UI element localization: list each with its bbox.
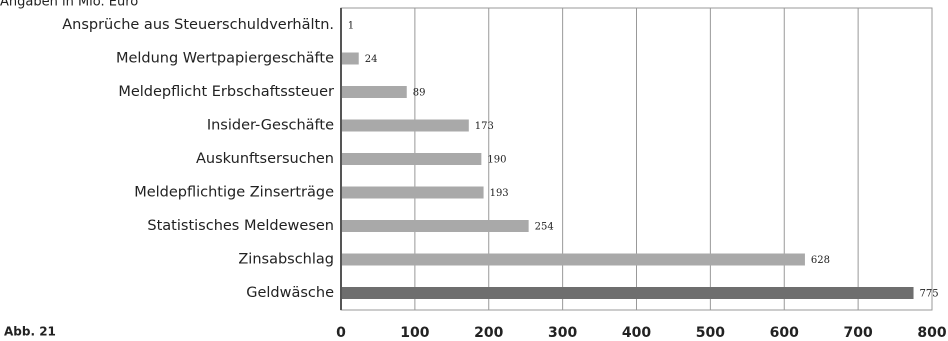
x-tick-label: 800 xyxy=(917,325,946,341)
bar xyxy=(341,86,407,98)
y-tick-label: Ansprüche aus Steuerschuldverhältn. xyxy=(62,17,334,33)
bar xyxy=(341,220,529,232)
subtitle: Angaben in Mio. Euro xyxy=(0,0,138,10)
bar xyxy=(341,253,805,266)
x-tick-label: 100 xyxy=(400,325,429,341)
value-label: 190 xyxy=(487,155,506,166)
value-label: 193 xyxy=(490,188,509,199)
value-label: 89 xyxy=(413,88,426,99)
annotation: Abb. 21 xyxy=(4,325,56,339)
x-tick-label: 0 xyxy=(336,325,346,341)
y-tick-label: Zinsabschlag xyxy=(238,252,334,268)
x-tick-label: 700 xyxy=(844,325,873,341)
x-tick-label: 300 xyxy=(548,325,577,341)
bar xyxy=(341,186,484,199)
bar xyxy=(341,52,359,65)
y-tick-label: Meldung Wertpapiergeschäfte xyxy=(116,51,334,67)
y-tick-label: Meldepflichtige Zinserträge xyxy=(134,185,334,201)
value-label: 173 xyxy=(475,121,494,132)
x-tick-label: 500 xyxy=(696,325,725,341)
value-label: 254 xyxy=(535,222,554,233)
value-label: 628 xyxy=(811,255,830,266)
value-label: 24 xyxy=(365,54,378,65)
value-label: 1 xyxy=(348,21,354,32)
bar xyxy=(341,153,482,165)
y-tick-label: Geldwäsche xyxy=(246,285,334,301)
y-tick-label: Statistisches Meldewesen xyxy=(147,218,334,234)
y-tick-label: Insider-Geschäfte xyxy=(207,118,334,134)
x-tick-label: 600 xyxy=(770,325,799,341)
y-tick-label: Auskunftsersuchen xyxy=(196,151,334,167)
value-label: 775 xyxy=(920,289,939,300)
x-tick-label: 200 xyxy=(474,325,503,341)
y-tick-label: Meldepflicht Erbschaftssteuer xyxy=(118,84,334,100)
x-tick-label: 400 xyxy=(622,325,651,341)
bar xyxy=(341,287,914,299)
bar xyxy=(341,119,469,132)
